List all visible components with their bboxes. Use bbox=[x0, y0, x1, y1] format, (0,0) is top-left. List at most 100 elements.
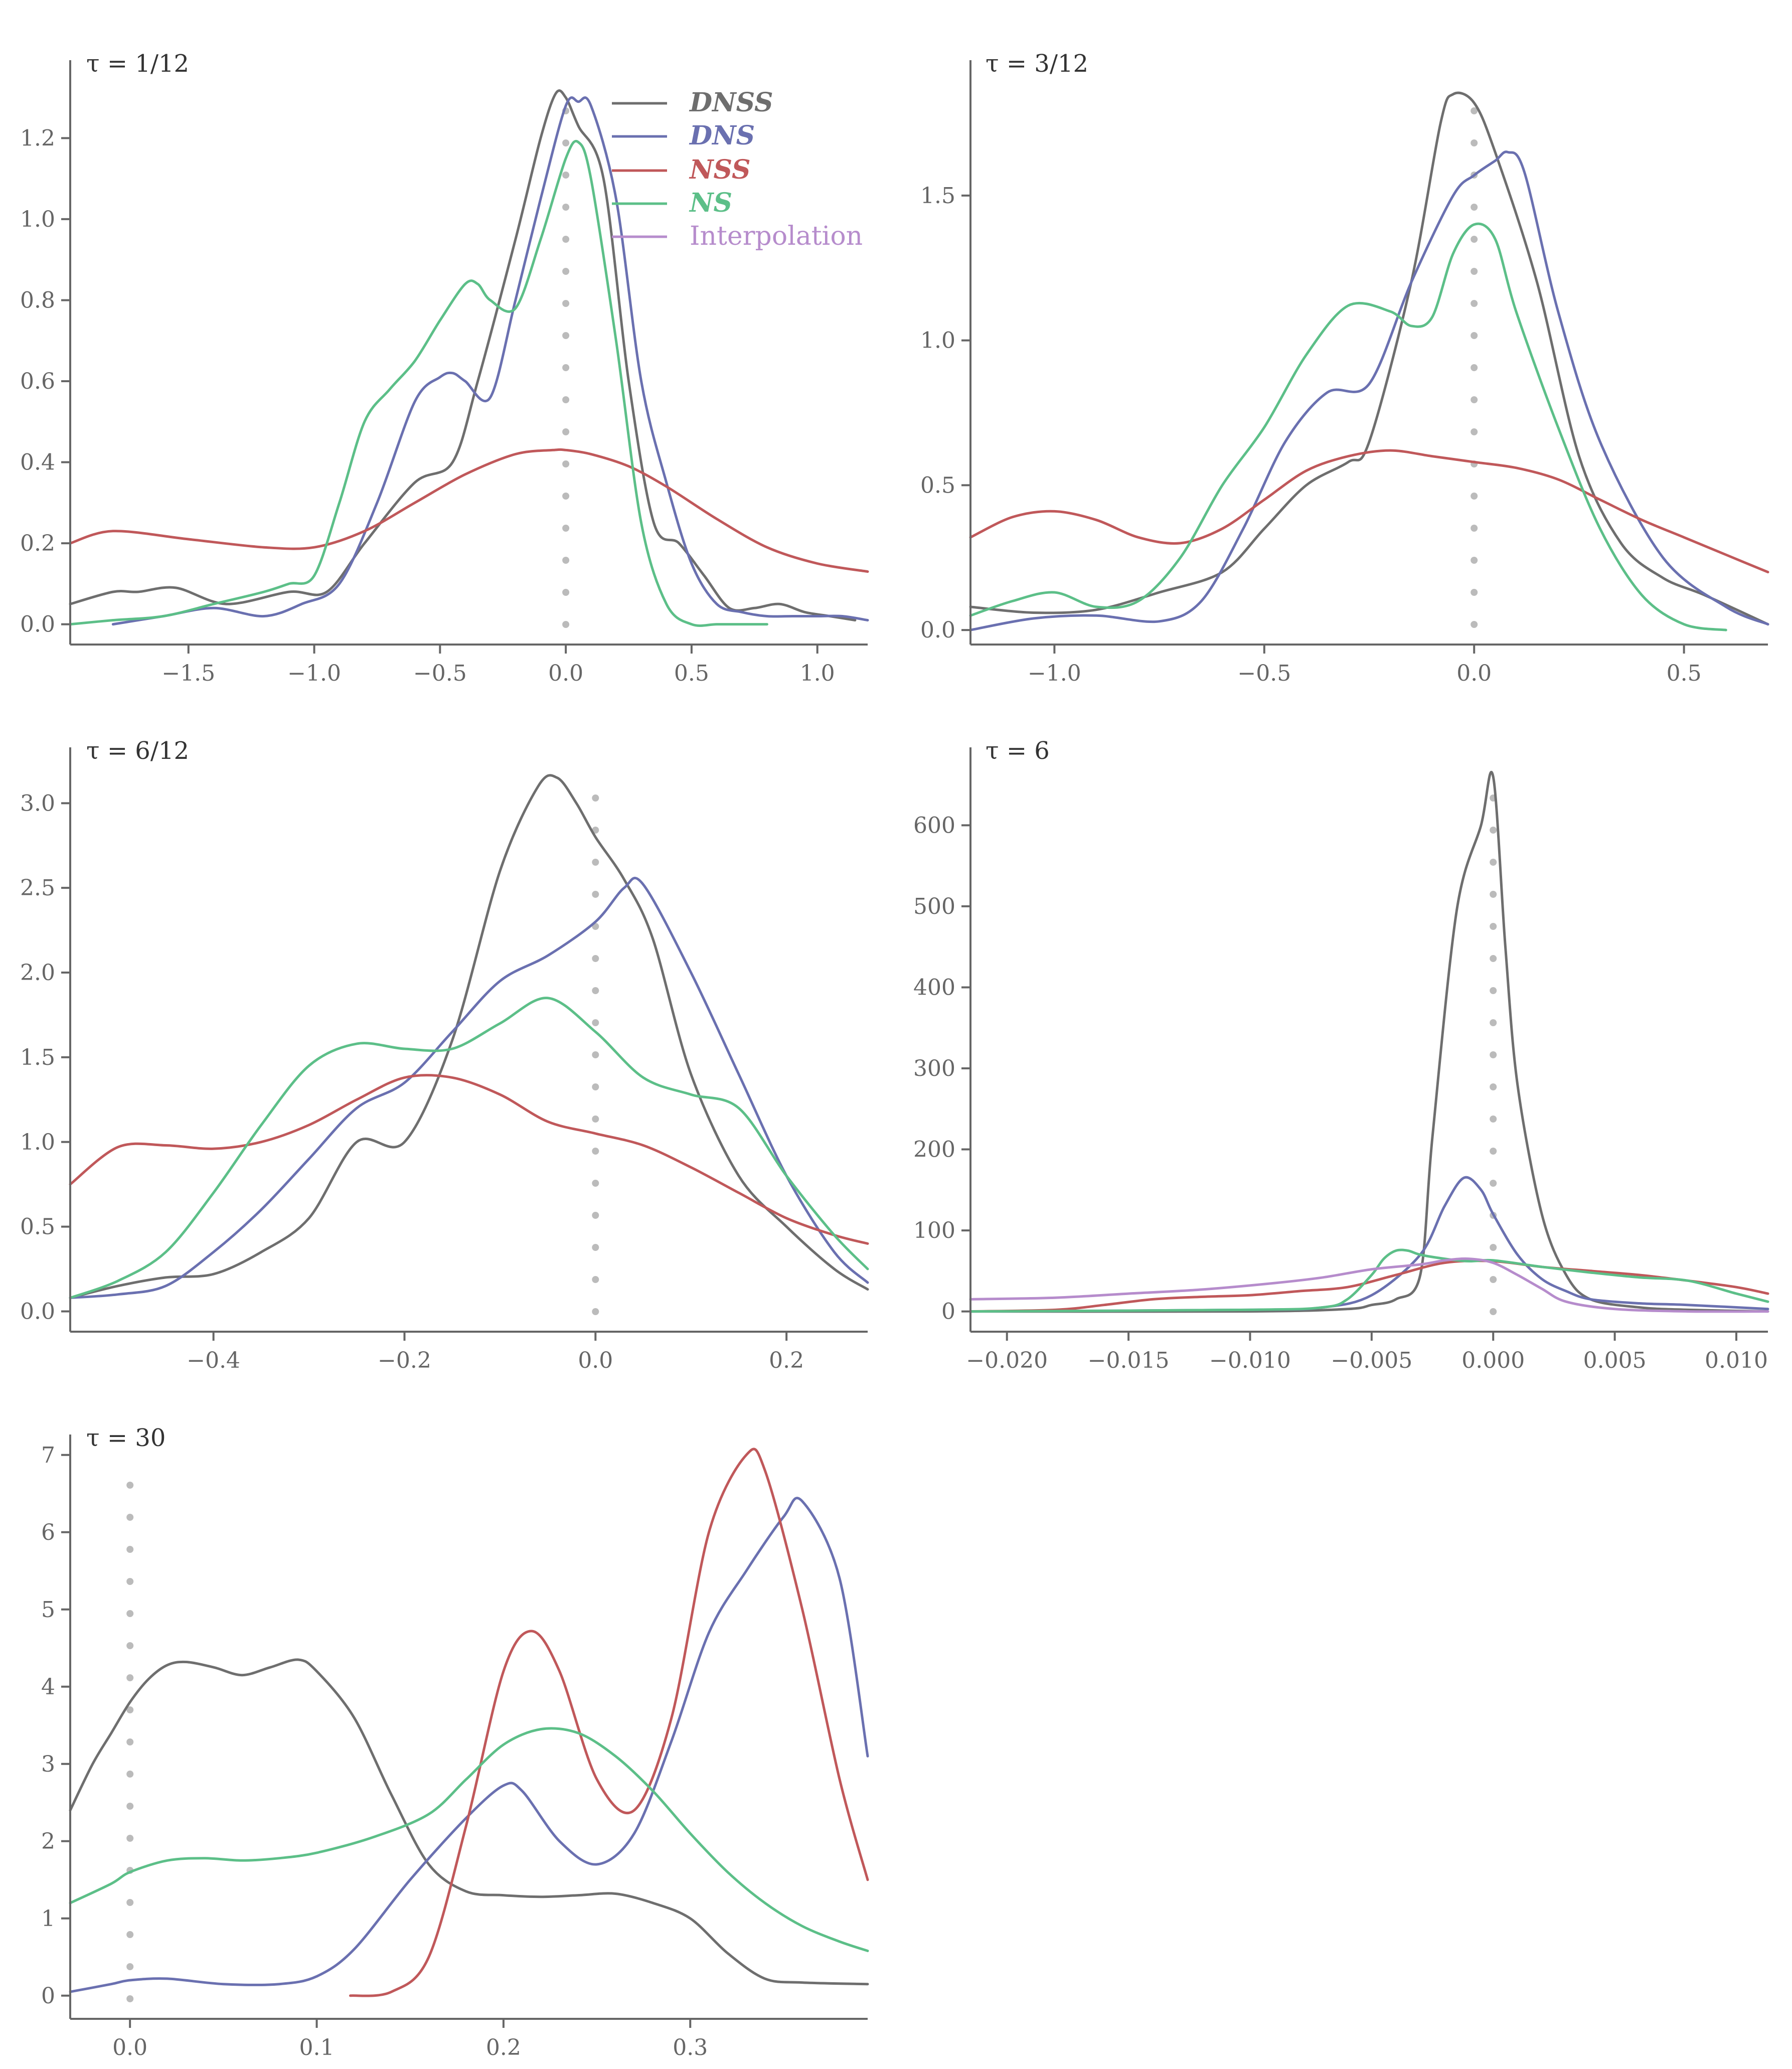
panel-title-tau-6-12: τ = 6/12 bbox=[86, 737, 189, 765]
panel-title-tau-6: τ = 6 bbox=[986, 737, 1050, 765]
y-tick-label: 1.0 bbox=[920, 328, 955, 354]
zero-reference-line bbox=[592, 794, 599, 1315]
zero-reference-dot bbox=[1471, 236, 1478, 243]
y-tick-label: 0.5 bbox=[920, 472, 955, 498]
zero-reference-dot bbox=[592, 794, 599, 802]
x-tick-label: −0.4 bbox=[187, 1348, 240, 1373]
panel-title-tau-1-12: τ = 1/12 bbox=[86, 50, 189, 78]
zero-reference-dot bbox=[562, 525, 570, 532]
zero-reference-dot bbox=[1471, 204, 1478, 211]
y-tick-label: 500 bbox=[913, 894, 955, 919]
y-tick-label: 100 bbox=[913, 1218, 955, 1243]
zero-reference-dot bbox=[1490, 1180, 1497, 1187]
zero-reference-dot bbox=[562, 621, 570, 628]
panel-tau-3-12: τ = 3/12 −1.0 −0.5 0.0 0.5 0.0 0.5 1.0 1.5 bbox=[920, 50, 1769, 686]
zero-reference-dot bbox=[126, 1482, 134, 1489]
series-line-ns bbox=[969, 222, 1727, 631]
x-tick-label: 0.5 bbox=[1667, 661, 1702, 686]
series-line-dns bbox=[969, 1176, 1769, 1313]
series-line-ns bbox=[969, 1248, 1769, 1313]
x-tick-label: −0.005 bbox=[1331, 1348, 1412, 1373]
panel-tau-6-12: τ = 6/12 −0.4 −0.2 0.0 0.2 0.0 0.5 1.0 1.5 2.0 2.… bbox=[20, 737, 869, 1373]
zero-reference-dot bbox=[562, 268, 570, 275]
zero-reference-dot bbox=[592, 859, 599, 866]
panel-title-tau-30: τ = 30 bbox=[86, 1424, 166, 1452]
zero-reference-dot bbox=[1471, 364, 1478, 371]
series-line-dns bbox=[69, 1497, 869, 1993]
x-tick-label: 0.1 bbox=[299, 2035, 335, 2060]
zero-reference-dot bbox=[592, 987, 599, 994]
zero-reference-dot bbox=[126, 1995, 134, 2002]
zero-reference-dot bbox=[562, 139, 570, 146]
y-tick-label: 1 bbox=[41, 1906, 55, 1932]
y-tick-label: 2.0 bbox=[20, 960, 55, 986]
zero-reference-dot bbox=[1471, 621, 1478, 628]
zero-reference-dot bbox=[592, 955, 599, 962]
zero-reference-dot bbox=[1490, 1276, 1497, 1283]
series-line-dns bbox=[111, 96, 869, 626]
x-tick-label: 0.0 bbox=[548, 661, 583, 686]
legend-label-nss: NSS bbox=[689, 154, 751, 185]
x-tick-label: 0.005 bbox=[1583, 1348, 1647, 1373]
y-tick-label: 4 bbox=[41, 1674, 55, 1700]
series-line-nss bbox=[969, 1259, 1769, 1313]
x-tick-label: 0.000 bbox=[1461, 1348, 1525, 1373]
y-tick-label: 0 bbox=[41, 1983, 55, 2009]
series-line-interpolation bbox=[969, 1257, 1769, 1313]
zero-reference-dot bbox=[1490, 987, 1497, 994]
y-tick-label: 1.0 bbox=[20, 207, 55, 232]
zero-reference-dot bbox=[126, 1674, 134, 1681]
zero-reference-dot bbox=[1471, 428, 1478, 435]
x-tick-label: −1.0 bbox=[287, 661, 341, 686]
x-tick-label: −1.0 bbox=[1028, 661, 1081, 686]
series-line-dns bbox=[69, 877, 869, 1299]
zero-reference-dot bbox=[592, 1276, 599, 1283]
zero-reference-dot bbox=[562, 428, 570, 435]
panel-tau-1-12: τ = 1/12 −1.5 −1.0 −0.5 0.0 0.5 1.0 0.0 0.2 0.4 0… bbox=[20, 50, 869, 686]
zero-reference-dot bbox=[592, 891, 599, 898]
x-tick-label: 0.5 bbox=[674, 661, 709, 686]
zero-reference-dot bbox=[1490, 1051, 1497, 1058]
zero-reference-dot bbox=[562, 460, 570, 467]
x-tick-label: 0.2 bbox=[769, 1348, 804, 1373]
legend-label-dns: DNS bbox=[689, 120, 755, 151]
x-tick-label: 0.010 bbox=[1705, 1348, 1768, 1373]
zero-reference-dot bbox=[126, 1578, 134, 1585]
y-tick-label: 0.8 bbox=[20, 287, 55, 313]
legend-label-interpolation: Interpolation bbox=[690, 221, 863, 251]
zero-reference-dot bbox=[1471, 107, 1478, 114]
zero-reference-dot bbox=[126, 1642, 134, 1649]
x-tick-label: 0.3 bbox=[673, 2035, 708, 2060]
y-tick-label: 3.0 bbox=[20, 790, 55, 816]
zero-reference-dot bbox=[562, 236, 570, 243]
panel-tau-30: τ = 30 0.0 0.1 0.2 0.3 0 1 2 3 4 5 6 7 bbox=[41, 1424, 869, 2060]
series-line-nss bbox=[69, 448, 869, 573]
zero-reference-dot bbox=[1471, 493, 1478, 500]
series-line-dnss bbox=[69, 1658, 869, 1986]
y-tick-label: 3 bbox=[41, 1752, 55, 1777]
zero-reference-dot bbox=[592, 1019, 599, 1026]
x-tick-label: −1.5 bbox=[161, 661, 215, 686]
legend: DNSS DNS NSS NS Interpolation bbox=[612, 87, 863, 251]
zero-reference-dot bbox=[592, 1083, 599, 1090]
series-line-nss bbox=[69, 1074, 869, 1245]
y-tick-label: 0.5 bbox=[20, 1214, 55, 1240]
series-line-ns bbox=[69, 997, 869, 1299]
zero-reference-dot bbox=[1490, 1148, 1497, 1155]
y-tick-label: 0.4 bbox=[20, 450, 55, 475]
series-line-dnss bbox=[969, 91, 1769, 626]
zero-reference-dot bbox=[562, 364, 570, 371]
zero-reference-dot bbox=[1471, 557, 1478, 564]
zero-reference-dot bbox=[1490, 1116, 1497, 1123]
zero-reference-dot bbox=[126, 1514, 134, 1521]
series-line-dnss bbox=[969, 770, 1769, 1313]
y-tick-label: 0.0 bbox=[20, 612, 55, 638]
zero-reference-dot bbox=[1490, 955, 1497, 962]
zero-reference-dot bbox=[126, 1803, 134, 1810]
panel-tau-6: τ = 6 −0.020 −0.015 −0.010 −0.005 0.000 0.005… bbox=[913, 737, 1769, 1373]
series-line-dnss bbox=[69, 89, 857, 621]
zero-reference-dot bbox=[1490, 1083, 1497, 1090]
zero-reference-dot bbox=[1490, 1244, 1497, 1251]
zero-reference-dot bbox=[592, 1051, 599, 1058]
zero-reference-dot bbox=[126, 1738, 134, 1745]
